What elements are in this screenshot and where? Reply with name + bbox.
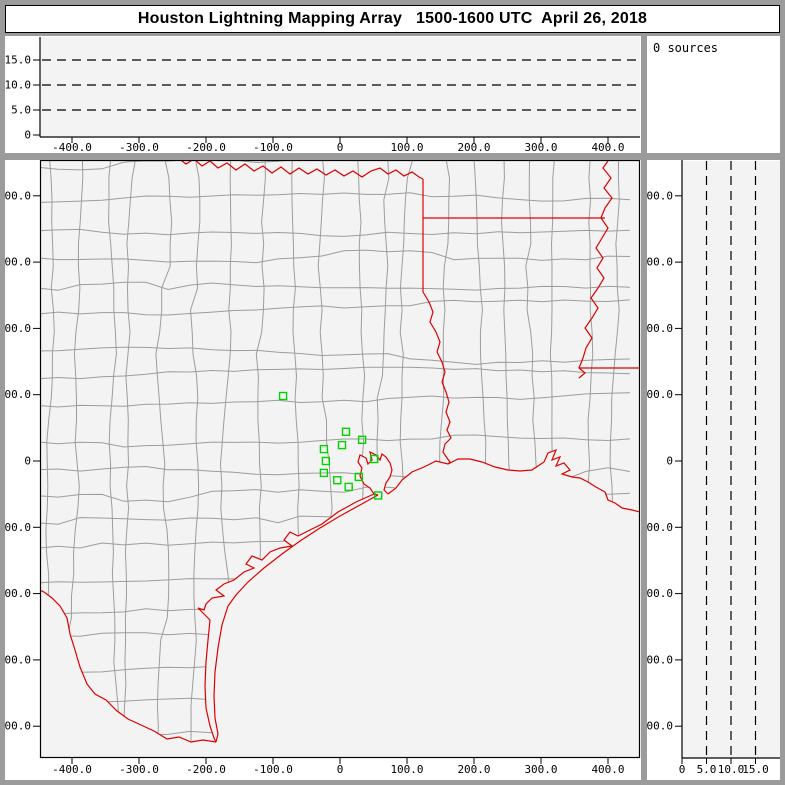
map-panel: -400.0 -300.0 -200.0 -100.0 0 100.0 200.0 300.0…: [5, 160, 641, 780]
state-border-sabine-river-tx-la: [422, 291, 452, 465]
lma-station-marker: [321, 456, 331, 466]
x-axis-tick-label: 0: [679, 763, 686, 776]
y-axis-tick-label: -100.0: [5, 521, 31, 534]
y-axis-tick-label: 0: [666, 455, 673, 468]
y-axis-tick-label: -400.0: [5, 720, 31, 733]
x-axis-tick-label: -400.0: [52, 141, 92, 153]
x-axis-tick-label: -100.0: [253, 763, 293, 776]
y-axis-tick-label: 0: [24, 455, 31, 468]
y-axis-tick-label: 300.0: [647, 256, 673, 269]
y-axis-tick-label: -200.0: [647, 587, 673, 600]
x-axis-tick-label: 300.0: [524, 141, 557, 153]
y-axis-tick-label: 100.0: [5, 388, 31, 401]
y-axis-tick-label: -300.0: [5, 653, 31, 666]
map-plot-area[interactable]: [40, 161, 640, 758]
state-border-bay-shoreline-inner: [197, 493, 375, 743]
lma-station-marker: [370, 454, 379, 464]
state-border-rio-grande-tx-mexico: [40, 589, 217, 743]
altitude-ns-plot[interactable]: 400.0 300.0 200.0 100.0 0 -100.0 -200.0 -300.0 -…: [647, 160, 780, 780]
plan-view-map-plot[interactable]: -400.0 -300.0 -200.0 -100.0 0 100.0 200.0 300.0…: [5, 160, 641, 780]
y-axis-tick-label: 15.0: [5, 54, 31, 67]
x-axis-tick-label: 200.0: [457, 763, 490, 776]
x-axis-tick-label: 100.0: [390, 763, 423, 776]
y-axis-tick-label: -200.0: [5, 587, 31, 600]
x-axis-tick-label: 300.0: [524, 763, 557, 776]
sources-count-panel: 0 sources: [647, 36, 780, 153]
x-axis-tick-label: 0: [337, 141, 344, 153]
lma-station-marker: [319, 468, 329, 478]
x-axis-tick-label: 400.0: [591, 141, 624, 153]
x-axis-tick-label: 15.0: [742, 763, 769, 776]
y-axis-tick-label: -100.0: [647, 521, 673, 534]
x-axis-tick-label: 400.0: [591, 763, 624, 776]
y-axis-tick-label: 400.0: [5, 189, 31, 202]
state-border-barrier-islands-outer: [213, 494, 379, 743]
y-axis-tick-label: 10.0: [5, 79, 31, 92]
lma-station-marker: [341, 427, 351, 436]
altitude-ns-panel: 400.0 300.0 200.0 100.0 0 -100.0 -200.0 -300.0 -…: [647, 160, 780, 780]
state-border-lines: [40, 160, 640, 743]
lma-station-marker: [374, 491, 383, 500]
state-border-gulf-coast-ne: [387, 448, 640, 513]
y-axis-tick-label: 5.0: [11, 104, 31, 117]
x-axis-tick-label: -200.0: [186, 763, 226, 776]
lma-station-marker: [357, 435, 367, 444]
y-axis-tick-label: 100.0: [647, 388, 673, 401]
x-axis-tick-label: 10.0: [718, 763, 745, 776]
lma-station-marker: [344, 482, 353, 492]
y-axis-tick-label: -300.0: [647, 653, 673, 666]
x-axis-tick-label: -200.0: [186, 141, 226, 153]
x-axis-tick-label: -300.0: [119, 141, 159, 153]
x-axis-tick-label: 100.0: [390, 141, 423, 153]
x-axis-tick-label: -100.0: [253, 141, 293, 153]
y-axis-tick-label: 300.0: [5, 256, 31, 269]
state-border-red-river-tx-ok: [179, 160, 424, 180]
title-bar: Houston Lightning Mapping Array 1500-160…: [5, 5, 780, 33]
alt-ns-plot-area[interactable]: [682, 161, 780, 758]
y-axis-tick-label: -400.0: [647, 720, 673, 733]
sources-count-label: 0 sources: [653, 41, 719, 55]
x-axis-tick-label: 5.0: [697, 763, 717, 776]
x-axis-tick-label: -400.0: [52, 763, 92, 776]
altitude-ew-plot[interactable]: 0 5.0 10.0 15.0 -400.0 -300.0 -200.0 -100.0 0 100…: [5, 36, 641, 153]
lma-station-marker: [337, 440, 347, 450]
x-axis-tick-label: 0: [337, 763, 344, 776]
lma-station-marker: [333, 476, 342, 485]
y-axis-tick-label: 400.0: [647, 189, 673, 202]
y-axis-tick-label: 200.0: [5, 322, 31, 335]
state-border-mississippi-river: [578, 160, 613, 379]
lma-station-marker: [278, 391, 288, 401]
alt-ew-plot-area[interactable]: [40, 37, 640, 136]
map-frame: [39, 160, 641, 759]
altitude-ew-panel: 0 5.0 10.0 15.0 -400.0 -300.0 -200.0 -100.0 0 100…: [5, 36, 641, 153]
lma-station-marker: [319, 444, 329, 454]
x-axis-tick-label: 200.0: [457, 141, 490, 153]
x-axis-tick-label: -300.0: [119, 763, 159, 776]
lma-station-marker: [354, 472, 363, 482]
lma-station-markers: [278, 391, 383, 500]
window-title: Houston Lightning Mapping Array 1500-160…: [137, 10, 648, 27]
y-axis-tick-label: 200.0: [647, 322, 673, 335]
y-axis-tick-label: 0: [24, 129, 31, 142]
